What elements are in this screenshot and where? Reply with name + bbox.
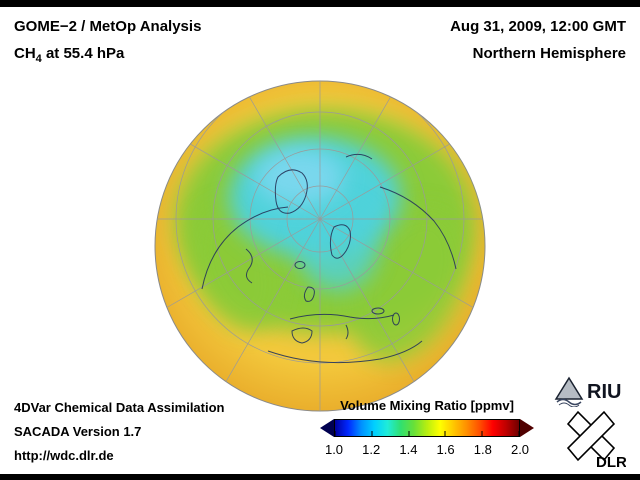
colorbar-tick-mark <box>444 431 446 436</box>
colorbar-tick-mark <box>371 431 373 436</box>
credits-block: 4DVar Chemical Data Assimilation SACADA … <box>14 396 225 468</box>
colorbar-title: Volume Mixing Ratio [ppmv] <box>340 398 514 413</box>
colorbar-tick-label: 1.2 <box>362 442 381 457</box>
datetime-label: Aug 31, 2009, 12:00 GMT <box>450 18 626 35</box>
hemisphere-label: Northern Hemisphere <box>472 45 626 62</box>
colorbar <box>320 419 534 437</box>
dlr-logo-text: DLR <box>596 454 626 470</box>
title-block-right: Aug 31, 2009, 12:00 GMT Northern Hemisph… <box>450 13 626 67</box>
pressure-level: at 55.4 hPa <box>41 45 125 62</box>
colorbar-tick-label: 1.6 <box>436 442 455 457</box>
credit-line-assimilation: 4DVar Chemical Data Assimilation <box>14 400 225 415</box>
species-level-line: CH4 at 55.4 hPa <box>14 40 201 73</box>
top-black-bar <box>0 0 640 7</box>
colorbar-right-arrow <box>520 419 534 437</box>
credit-line-version: SACADA Version 1.7 <box>14 424 142 439</box>
credit-line-url: http://wdc.dlr.de <box>14 448 114 463</box>
colorbar-gradient <box>334 419 520 437</box>
species-subscript: 4 <box>35 53 42 65</box>
colorbar-tick-label: 1.0 <box>324 442 344 457</box>
species-symbol: CH <box>14 45 36 62</box>
analysis-title: GOME−2 / MetOp Analysis <box>14 18 202 35</box>
title-block-left: GOME−2 / MetOp Analysis CH4 at 55.4 hPa <box>14 13 201 73</box>
bottom-black-bar <box>0 474 640 480</box>
colorbar-tick-label: 1.4 <box>399 442 418 457</box>
colorbar-tick-label: 2.0 <box>510 442 530 457</box>
globe-svg <box>154 80 486 412</box>
dlr-logo: DLR <box>562 408 627 475</box>
colorbar-tick-mark <box>334 431 336 436</box>
globe-map <box>150 79 490 419</box>
riu-logo: RIU <box>554 375 630 412</box>
riu-logo-text: RIU <box>587 381 621 403</box>
colorbar-ticks: 1.0 1.2 1.4 1.6 1.8 2.0 <box>325 442 529 460</box>
colorbar-tick-mark <box>518 431 520 436</box>
colorbar-tick-mark <box>408 431 410 436</box>
coastlines <box>201 153 457 364</box>
colorbar-tick-mark <box>481 431 483 436</box>
colorbar-tick-label: 1.8 <box>473 442 492 457</box>
colorbar-left-arrow <box>320 419 334 437</box>
